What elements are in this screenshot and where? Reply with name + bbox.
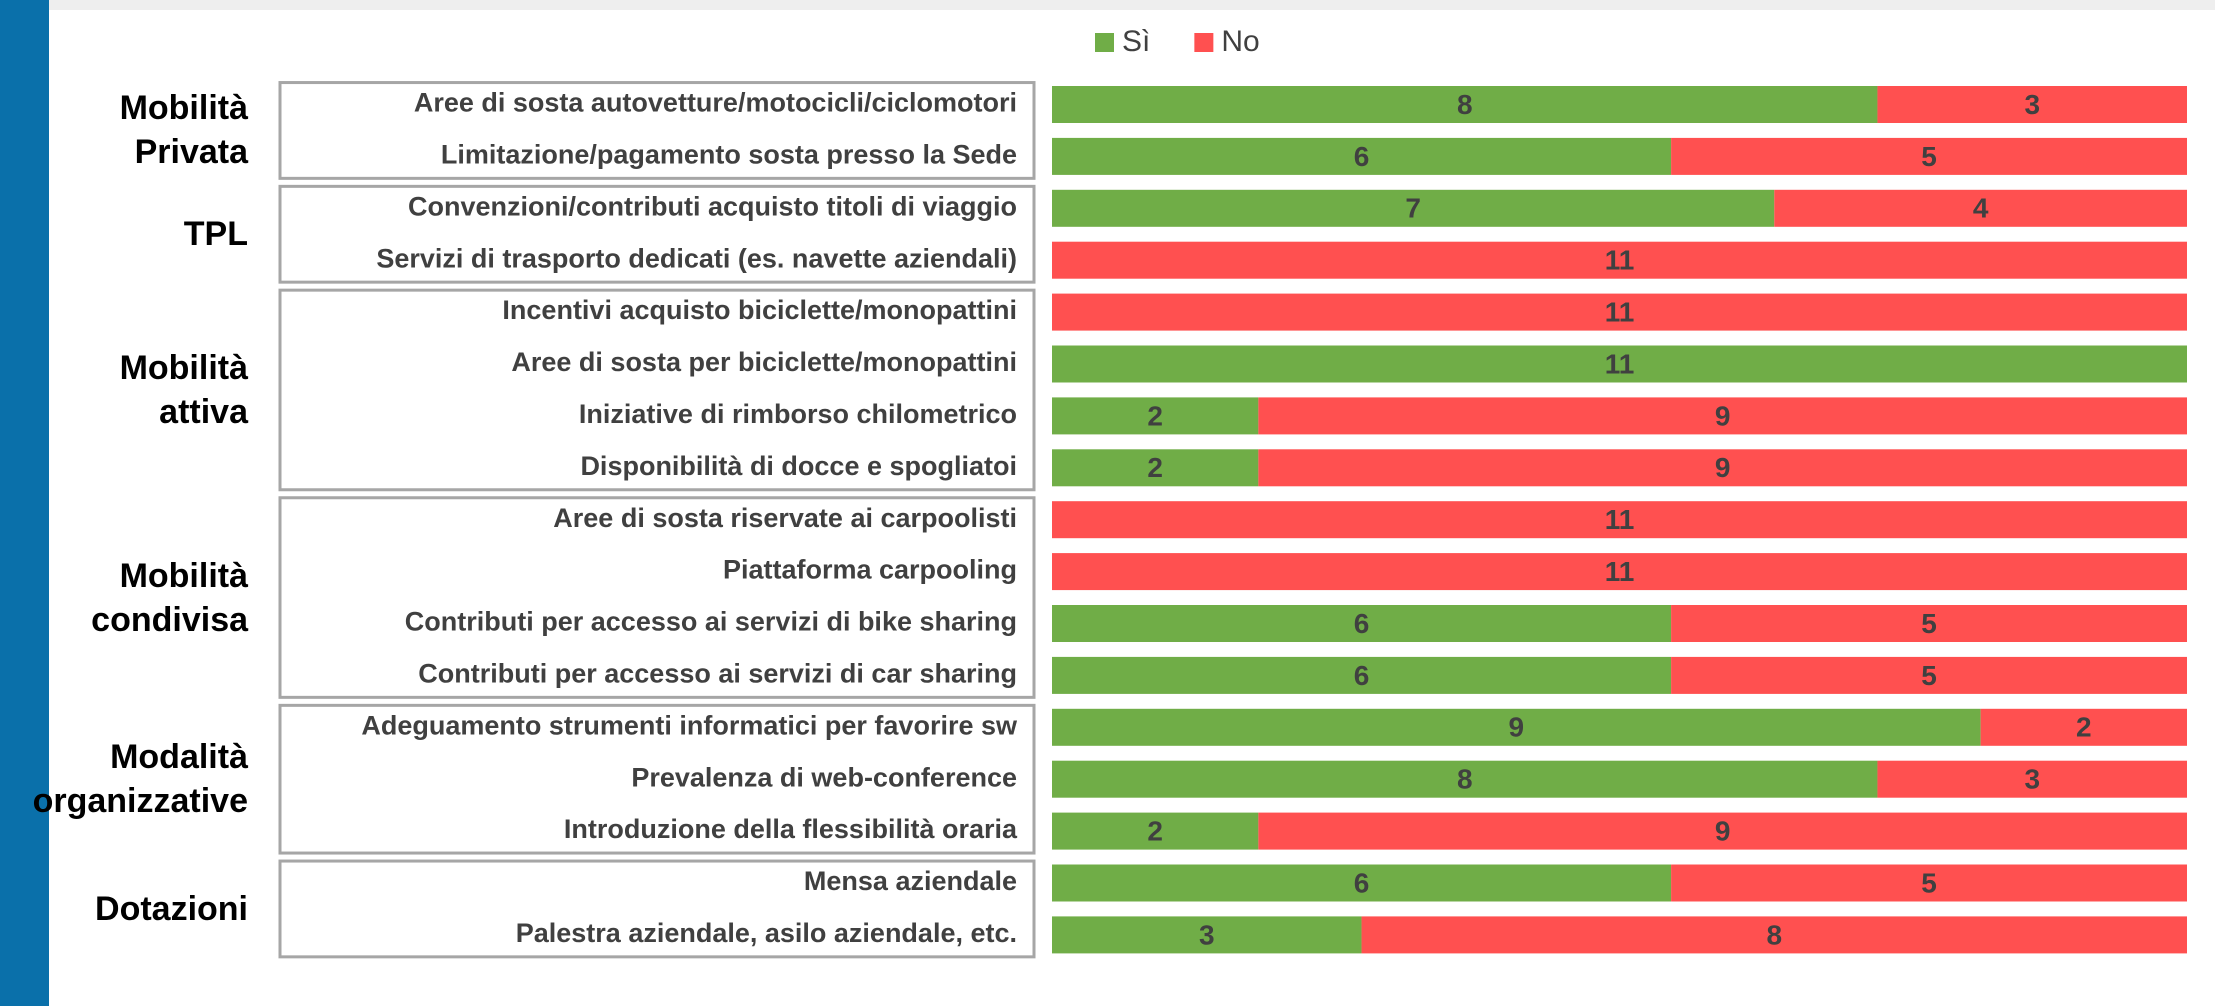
group-box — [278, 288, 1036, 492]
bar-segment — [1052, 137, 1672, 175]
group-box — [278, 859, 1036, 959]
bar-segment — [1877, 86, 2187, 123]
bar-segment — [1258, 812, 2187, 850]
value-label: 2 — [1147, 400, 1163, 431]
value-label: 5 — [1921, 660, 1937, 691]
category-label: Aree di sosta autovetture/motocicli/cicl… — [414, 88, 1017, 118]
bar-segment — [1671, 137, 2187, 175]
group-label: Mobilità condivisa — [91, 556, 249, 639]
bar-segment — [1052, 293, 2187, 331]
value-label: 9 — [1509, 712, 1525, 743]
bar-segment — [1052, 86, 1878, 123]
value-label: 3 — [2024, 764, 2040, 795]
bar-segment — [1052, 760, 1878, 798]
category-label: Mensa aziendale — [804, 866, 1017, 896]
category-label: Introduzione della flessibilità oraria — [564, 814, 1018, 844]
value-label: 2 — [1147, 452, 1163, 483]
category-label: Prevalenza di web-conference — [631, 762, 1017, 792]
value-label: 9 — [1715, 400, 1731, 431]
value-label: 8 — [1766, 919, 1782, 950]
bar-segment — [1052, 397, 1259, 435]
bar-segment — [1774, 189, 2187, 227]
bar-segment — [1671, 656, 2187, 694]
legend-swatch — [1194, 33, 1214, 52]
value-label: 6 — [1354, 660, 1370, 691]
value-label: 6 — [1354, 867, 1370, 898]
bar-segment — [1052, 189, 1775, 227]
value-label: 9 — [1715, 815, 1731, 846]
category-label: Aree di sosta riservate ai carpoolisti — [553, 503, 1017, 533]
bar-segment — [1980, 708, 2187, 746]
bar-segment — [1052, 916, 1362, 954]
bar-segment — [1877, 760, 2187, 798]
value-label: 3 — [1199, 919, 1215, 950]
legend-swatch — [1095, 33, 1114, 52]
value-label: 6 — [1354, 608, 1370, 639]
side-band — [0, 0, 49, 1006]
bar-segment — [1671, 864, 2187, 902]
value-label: 11 — [1605, 504, 1635, 535]
value-label: 6 — [1354, 141, 1370, 172]
bar-segment — [1052, 656, 1672, 694]
group-box — [278, 703, 1036, 855]
category-label: Servizi di trasporto dedicati (es. navet… — [376, 243, 1017, 273]
value-label: 11 — [1605, 245, 1635, 276]
bar-segment — [1052, 864, 1672, 902]
bar-segment — [1052, 241, 2187, 279]
category-label: Limitazione/pagamento sosta presso la Se… — [441, 140, 1017, 170]
bar-segment — [1258, 397, 2187, 435]
value-label: 11 — [1605, 348, 1635, 379]
value-label: 5 — [1921, 608, 1937, 639]
top-strip — [49, 0, 2215, 10]
value-label: 8 — [1457, 89, 1473, 120]
category-label: Piattaforma carpooling — [723, 555, 1017, 585]
bar-segment — [1052, 605, 1672, 642]
legend-label: No — [1221, 25, 1259, 58]
value-label: 3 — [2024, 89, 2040, 120]
group-box — [278, 184, 1036, 284]
group-label: Mobilità Privata — [119, 89, 248, 172]
bar-segment — [1258, 449, 2187, 487]
value-label: 11 — [1605, 556, 1635, 587]
group-label: Mobilità attiva — [119, 348, 248, 431]
bar-segment — [1052, 501, 2187, 539]
group-box — [278, 81, 1036, 180]
category-label: Aree di sosta per biciclette/monopattini — [511, 347, 1017, 377]
value-label: 4 — [1973, 193, 1989, 224]
category-label: Disponibilità di docce e spogliatoi — [580, 451, 1017, 481]
category-label: Contributi per accesso ai servizi di bik… — [405, 607, 1017, 637]
group-box — [278, 496, 1036, 699]
category-label: Iniziative di rimborso chilometrico — [579, 399, 1017, 429]
bar-segment — [1052, 553, 2187, 591]
value-label: 5 — [1921, 141, 1937, 172]
value-label: 2 — [2076, 712, 2092, 743]
value-label: 8 — [1457, 764, 1473, 795]
category-label: Adeguamento strumenti informatici per fa… — [361, 710, 1018, 740]
bar-segment — [1052, 708, 1981, 746]
group-label: TPL — [183, 215, 248, 254]
bar-segment — [1052, 812, 1259, 850]
value-label: 9 — [1715, 452, 1731, 483]
value-label: 7 — [1405, 193, 1421, 224]
category-label: Contributi per accesso ai servizi di car… — [418, 659, 1017, 689]
bar-segment — [1052, 345, 2187, 383]
value-label: 5 — [1921, 867, 1937, 898]
bar-segment — [1671, 605, 2187, 642]
category-label: Incentivi acquisto biciclette/monopattin… — [502, 295, 1017, 325]
group-label: Modalità organizzative — [32, 738, 248, 821]
bar-segment — [1361, 916, 2187, 954]
category-label: Convenzioni/contributi acquisto titoli d… — [408, 191, 1017, 221]
value-label: 2 — [1147, 815, 1163, 846]
bar-segment — [1052, 449, 1259, 487]
value-label: 11 — [1605, 296, 1635, 327]
category-label: Palestra aziendale, asilo aziendale, etc… — [516, 918, 1017, 948]
group-label: Dotazioni — [95, 889, 248, 928]
legend-label: Sì — [1122, 25, 1150, 58]
